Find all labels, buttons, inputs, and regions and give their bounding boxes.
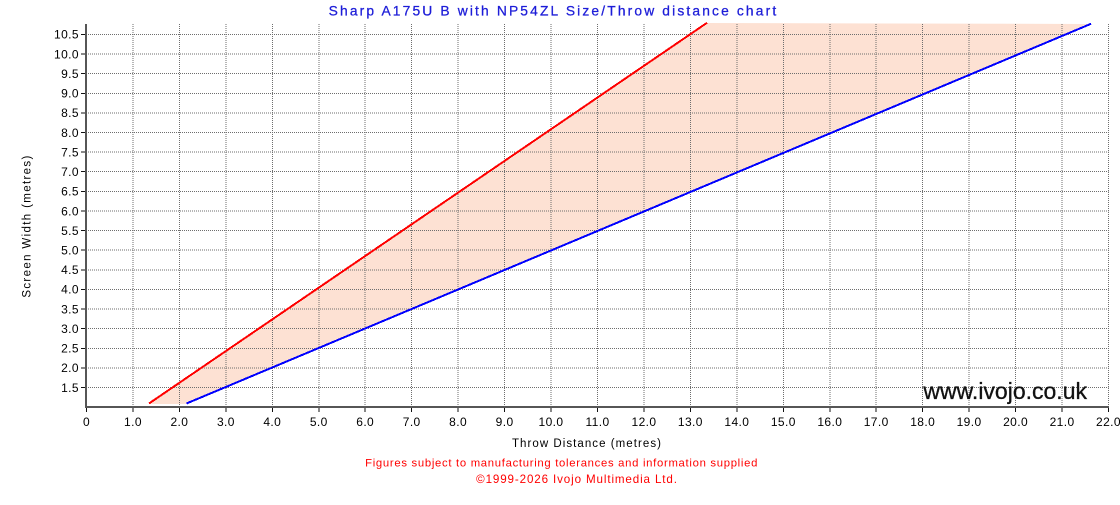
svg-text:9.5: 9.5 [61, 67, 79, 81]
svg-text:10.5: 10.5 [54, 28, 79, 42]
svg-text:10.0: 10.0 [539, 415, 564, 429]
svg-text:15.0: 15.0 [771, 415, 796, 429]
svg-text:10.0: 10.0 [54, 47, 79, 61]
svg-text:4.0: 4.0 [263, 415, 281, 429]
svg-text:8.0: 8.0 [449, 415, 467, 429]
svg-text:21.0: 21.0 [1050, 415, 1075, 429]
svg-text:3.0: 3.0 [217, 415, 235, 429]
svg-text:8.0: 8.0 [61, 126, 79, 140]
svg-text:©1999-2026 Ivojo Multimedia Lt: ©1999-2026 Ivojo Multimedia Ltd. [476, 473, 678, 486]
svg-text:5.0: 5.0 [310, 415, 328, 429]
svg-text:9.0: 9.0 [496, 415, 514, 429]
svg-text:7.0: 7.0 [403, 415, 421, 429]
svg-text:5.0: 5.0 [61, 244, 79, 258]
svg-text:2.0: 2.0 [61, 361, 79, 375]
svg-text:16.0: 16.0 [817, 415, 842, 429]
svg-text:4.5: 4.5 [61, 263, 79, 277]
svg-text:Throw Distance (metres): Throw Distance (metres) [512, 438, 662, 450]
svg-text:9.0: 9.0 [61, 87, 79, 101]
svg-text:Screen Width (metres): Screen Width (metres) [22, 154, 34, 297]
svg-text:6.0: 6.0 [61, 204, 79, 218]
svg-text:6.0: 6.0 [356, 415, 374, 429]
svg-text:11.0: 11.0 [585, 415, 609, 429]
svg-text:22.0: 22.0 [1096, 415, 1120, 429]
svg-text:7.0: 7.0 [61, 165, 79, 179]
svg-text:18.0: 18.0 [910, 415, 935, 429]
svg-text:20.0: 20.0 [1003, 415, 1028, 429]
svg-text:13.0: 13.0 [678, 415, 703, 429]
svg-text:www.ivojo.co.uk: www.ivojo.co.uk [922, 378, 1087, 404]
svg-text:4.0: 4.0 [61, 283, 79, 297]
svg-text:3.0: 3.0 [61, 322, 79, 336]
svg-text:6.5: 6.5 [61, 185, 79, 199]
svg-text:0: 0 [83, 415, 90, 429]
svg-text:17.0: 17.0 [864, 415, 889, 429]
svg-text:Figures subject to manufacturi: Figures subject to manufacturing toleran… [365, 458, 758, 470]
svg-text:14.0: 14.0 [724, 415, 749, 429]
svg-text:1.5: 1.5 [61, 381, 79, 395]
svg-text:7.5: 7.5 [61, 145, 79, 159]
svg-text:3.5: 3.5 [61, 302, 79, 316]
svg-text:Sharp A175U B with NP54ZL Size: Sharp A175U B with NP54ZL Size/Throw dis… [329, 4, 779, 19]
svg-text:8.5: 8.5 [61, 106, 79, 120]
svg-text:19.0: 19.0 [957, 415, 982, 429]
svg-text:2.5: 2.5 [61, 342, 79, 356]
svg-text:2.0: 2.0 [170, 415, 188, 429]
svg-text:12.0: 12.0 [632, 415, 657, 429]
svg-text:5.5: 5.5 [61, 224, 79, 238]
svg-text:1.0: 1.0 [124, 415, 142, 429]
